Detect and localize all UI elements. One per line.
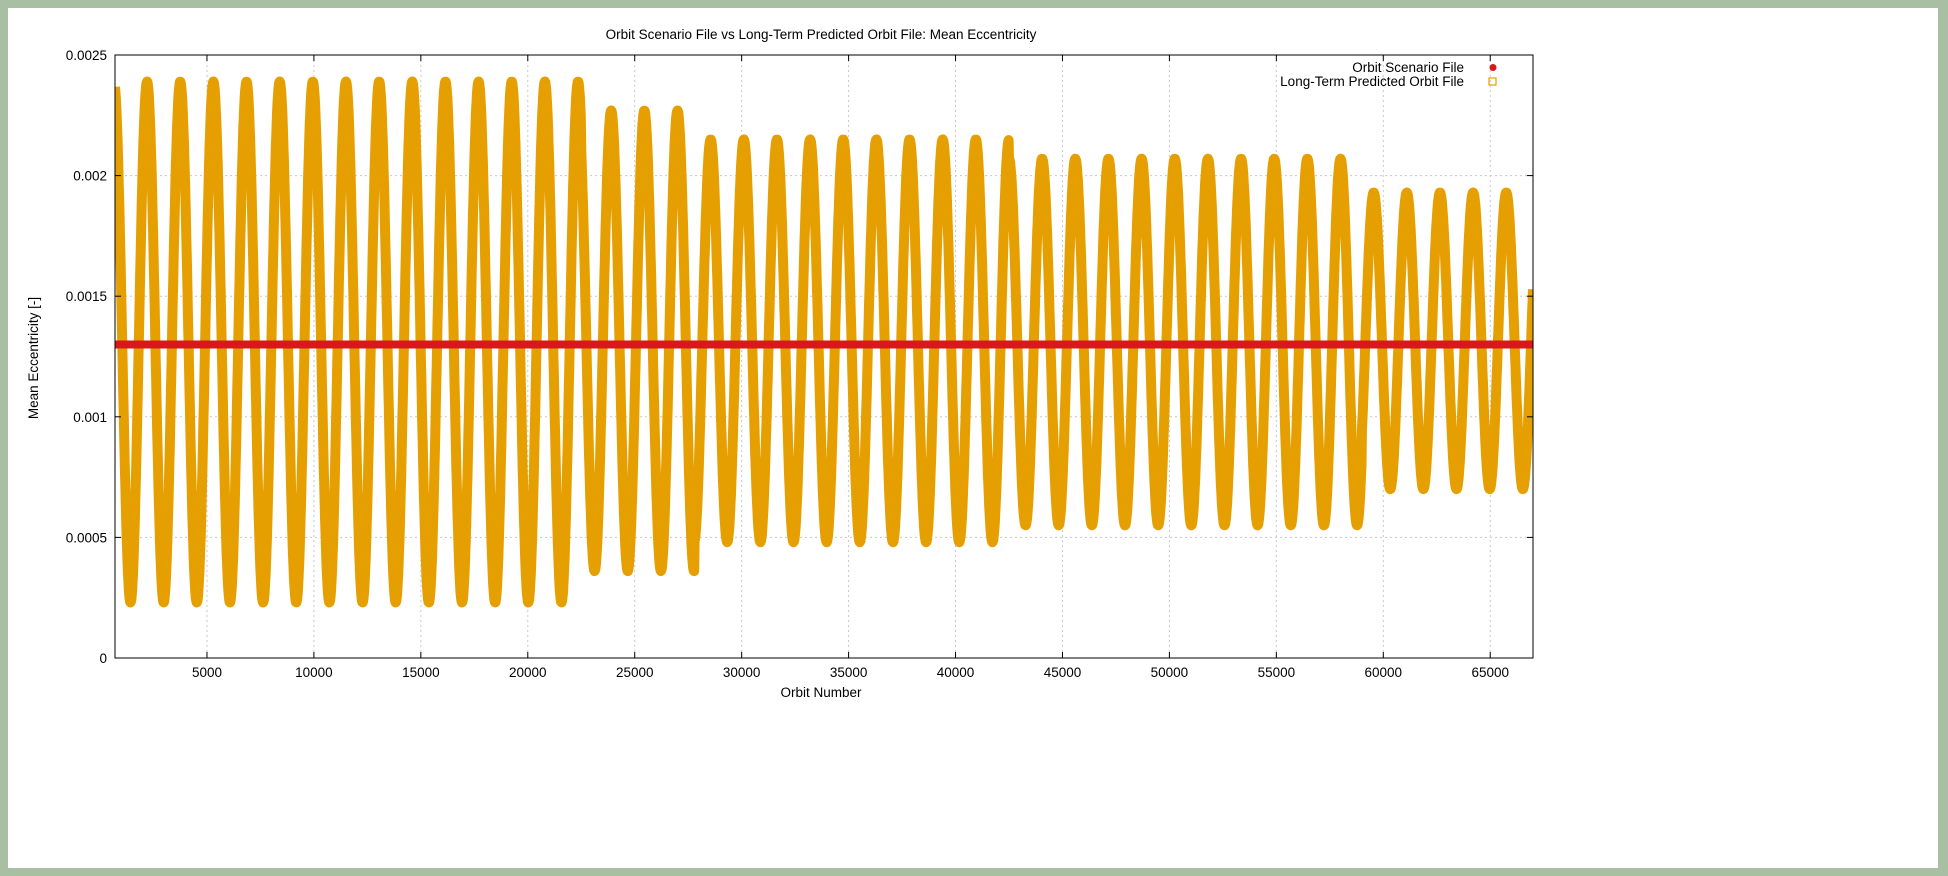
chart-frame: 5000 10000 15000 20000 25000 30000 35000 40000 4…: [8, 8, 1938, 868]
x-tick-label: 35000: [830, 665, 868, 680]
x-tick-label: 50000: [1151, 665, 1189, 680]
x-tick-label: 65000: [1471, 665, 1509, 680]
y-axis-label: Mean Eccentricity [-]: [26, 297, 41, 419]
x-tick-label: 5000: [192, 665, 222, 680]
y-tick-label: 0.0015: [66, 289, 107, 304]
chart-svg: 5000 10000 15000 20000 25000 30000 35000 40000 4…: [26, 27, 1534, 700]
x-tick-label: 30000: [723, 665, 761, 680]
y-tick-label: 0.0005: [66, 530, 107, 545]
x-tick-label: 25000: [616, 665, 654, 680]
legend-label-orbit-scenario: Orbit Scenario File: [1352, 60, 1464, 75]
x-tick-label: 15000: [402, 665, 440, 680]
x-axis-ticks: 5000 10000 15000 20000 25000 30000 35000 40000 4…: [192, 55, 1509, 680]
series-area: [115, 76, 1533, 608]
x-tick-label: 10000: [295, 665, 333, 680]
x-tick-label: 55000: [1258, 665, 1296, 680]
x-axis-label: Orbit Number: [780, 685, 862, 700]
x-tick-label: 40000: [937, 665, 975, 680]
x-tick-label: 45000: [1044, 665, 1082, 680]
legend-label-long-term: Long-Term Predicted Orbit File: [1280, 74, 1464, 89]
plot-border: [114, 54, 1534, 659]
x-tick-label: 60000: [1365, 665, 1403, 680]
series-long-term-predicted: [115, 76, 1533, 608]
y-tick-label: 0.0025: [66, 48, 107, 63]
y-tick-label: 0.001: [73, 410, 107, 425]
legend-marker-long-term: [1488, 77, 1497, 86]
chart-title: Orbit Scenario File vs Long-Term Predict…: [606, 27, 1037, 42]
x-tick-label: 20000: [509, 665, 547, 680]
y-tick-label: 0: [99, 651, 107, 666]
legend-marker-orbit-scenario: [1489, 64, 1497, 71]
y-tick-label: 0.002: [73, 169, 107, 184]
legend: Orbit Scenario File Long-Term Predicted …: [1280, 60, 1497, 89]
y-axis-ticks: 0 0.0005 0.001 0.0015 0.002 0.0025: [66, 48, 1533, 666]
